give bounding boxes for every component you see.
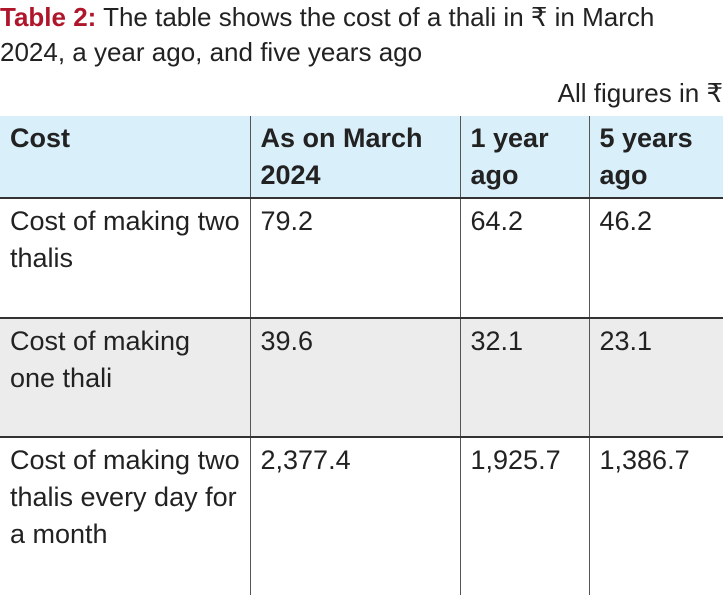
row-label: Cost of making one thali xyxy=(0,318,250,437)
header-march-2024: As on March 2024 xyxy=(249,116,460,199)
cell-value: 39.6 xyxy=(249,318,460,437)
cell-value: 46.2 xyxy=(588,198,723,318)
units-note: All figures in ₹ xyxy=(557,78,723,108)
table-row: Cost of making two thalis every day for … xyxy=(0,437,723,595)
table-row: Cost of making two thalis 79.2 64.2 46.2 xyxy=(0,198,723,318)
cell-value: 1,925.7 xyxy=(459,437,589,595)
table-header: Cost As on March 2024 1 year ago 5 years… xyxy=(0,116,723,199)
cell-value: 79.2 xyxy=(249,198,460,318)
header-row: Cost As on March 2024 1 year ago 5 years… xyxy=(0,116,723,199)
thali-cost-table: Cost As on March 2024 1 year ago 5 years… xyxy=(0,116,723,595)
table-number-label: Table 2: xyxy=(0,2,97,32)
header-cost: Cost xyxy=(0,116,250,199)
cell-value: 1,386.7 xyxy=(588,437,723,595)
cell-value: 64.2 xyxy=(459,198,589,318)
cell-value: 32.1 xyxy=(459,318,589,437)
table-body: Cost of making two thalis 79.2 64.2 46.2… xyxy=(0,198,723,595)
cell-value: 23.1 xyxy=(588,318,723,437)
header-1-year-ago: 1 year ago xyxy=(459,116,589,199)
row-label: Cost of making two thalis every day for … xyxy=(10,445,240,549)
cell-value: 2,377.4 xyxy=(249,437,460,595)
table-row: Cost of making one thali 39.6 32.1 23.1 xyxy=(0,318,723,437)
row-label: Cost of making two thalis xyxy=(10,206,240,273)
table-caption-text: The table shows the cost of a thali in ₹… xyxy=(0,2,655,67)
header-5-years-ago: 5 years ago xyxy=(588,116,723,199)
table-caption: Table 2: The table shows the cost of a t… xyxy=(0,0,720,70)
